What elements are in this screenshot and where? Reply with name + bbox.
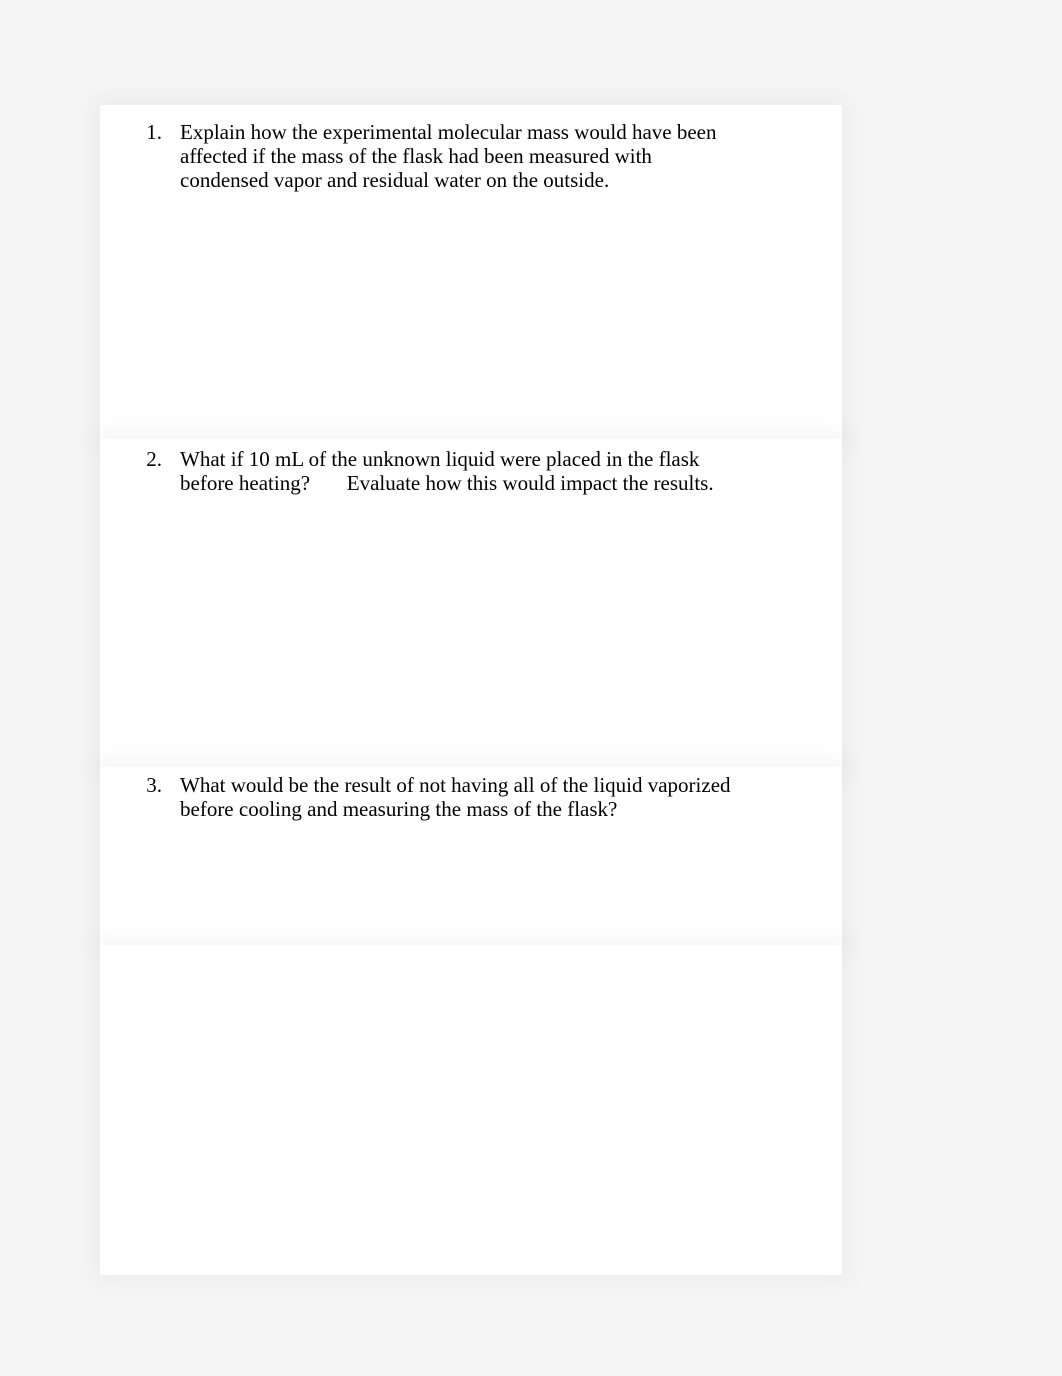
question-3: 3. What would be the result of not havin… [140,773,802,821]
question-text-2: What if 10 mL of the unknown liquid were… [180,447,740,495]
question-text-2-part2: Evaluate how this would impact the resul… [347,471,714,495]
question-number-1: 1. [140,120,162,145]
question-block-3: 3. What would be the result of not havin… [100,767,842,945]
question-block-1: 1. Explain how the experimental molecula… [100,105,842,439]
question-block-4 [100,945,842,1275]
question-1: 1. Explain how the experimental molecula… [140,120,802,192]
question-block-2: 2. What if 10 mL of the unknown liquid w… [100,439,842,769]
question-text-1: Explain how the experimental molecular m… [180,120,740,192]
question-text-2-spacing [310,471,347,495]
question-number-2: 2. [140,447,162,472]
question-text-3: What would be the result of not having a… [180,773,740,821]
question-2: 2. What if 10 mL of the unknown liquid w… [140,447,802,495]
question-number-3: 3. [140,773,162,798]
page-container: 1. Explain how the experimental molecula… [0,0,1062,1376]
